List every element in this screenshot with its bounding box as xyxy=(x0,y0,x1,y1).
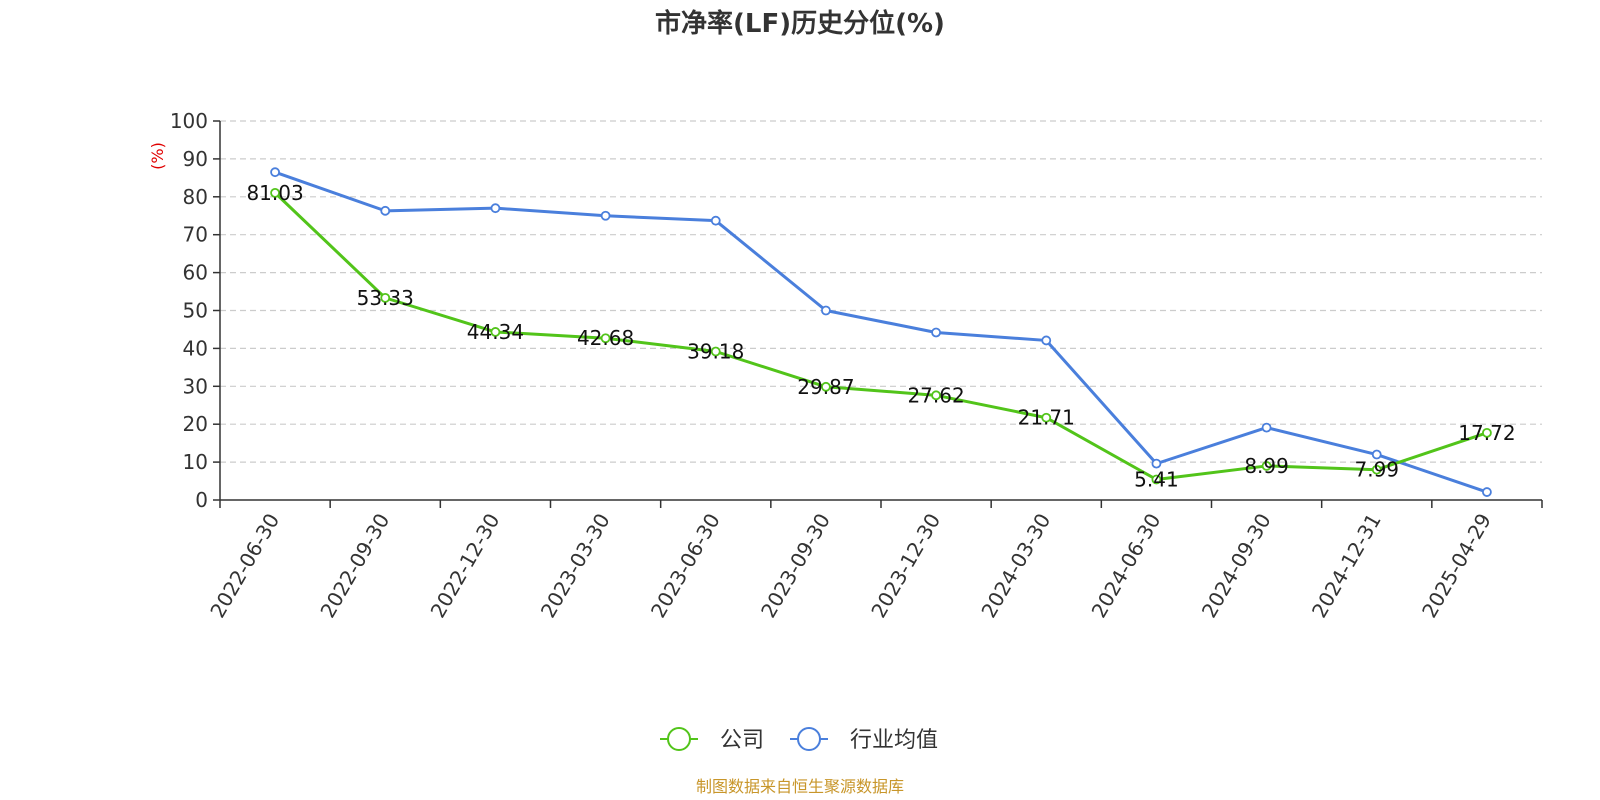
series-line-industry-average xyxy=(274,170,1488,494)
series-line-company xyxy=(274,191,1488,481)
y-tick-label: 20 xyxy=(183,412,208,436)
y-tick-label: 50 xyxy=(183,299,208,323)
data-label: 27.62 xyxy=(907,383,964,407)
y-tick-label: 40 xyxy=(183,336,208,360)
data-point-industry-average xyxy=(1371,449,1382,460)
y-tick-label: 60 xyxy=(183,261,208,285)
data-labels: 81.03 53.33 44.34 42.68 39.18 29.87 27.62 21.71… xyxy=(246,181,1515,492)
data-label: 81.03 xyxy=(246,181,303,205)
legend-label: 公司 xyxy=(720,728,764,753)
data-label: 39.18 xyxy=(687,340,744,364)
legend-label: 行业均值 xyxy=(850,728,938,753)
data-point-company xyxy=(490,327,501,337)
data-point-company xyxy=(1482,427,1492,438)
y-tick-label: 80 xyxy=(183,185,208,209)
data-point-company xyxy=(380,292,391,303)
data-point-company xyxy=(1371,464,1382,475)
legend-item-industry-average[interactable]: 行业均值 xyxy=(790,727,938,753)
data-point-industry-average xyxy=(1482,487,1492,497)
grid-lines xyxy=(220,120,1542,463)
y-tick-label: 30 xyxy=(183,374,208,398)
x-tick-label: 2023-03-30 xyxy=(536,509,615,622)
data-label: 42.68 xyxy=(577,326,634,350)
y-tick-label: 10 xyxy=(183,450,208,474)
data-point-industry-average xyxy=(1041,335,1052,346)
y-tick-label: 100 xyxy=(170,109,208,133)
data-label: 29.87 xyxy=(797,375,854,399)
data-point-company xyxy=(821,381,831,392)
data-point-industry-average xyxy=(710,215,721,226)
x-tick-label: 2024-09-30 xyxy=(1197,509,1276,622)
data-point-company xyxy=(1151,474,1162,485)
y-tick-label: 0 xyxy=(195,488,208,512)
data-label: 53.33 xyxy=(357,286,414,310)
legend-marker xyxy=(797,727,821,751)
x-tick-label: 2024-03-30 xyxy=(976,509,1055,622)
data-label: 7.99 xyxy=(1354,458,1399,482)
data-point-industry-average xyxy=(490,203,501,214)
data-point-company xyxy=(710,346,721,357)
data-point-company xyxy=(270,187,280,198)
x-tick-label: 2025-04-29 xyxy=(1417,509,1496,622)
data-point-company xyxy=(600,333,611,344)
y-tick-label: 90 xyxy=(183,147,208,171)
legend: 公司 行业均值 xyxy=(660,727,938,753)
data-point-industry-average xyxy=(821,305,831,316)
data-point-industry-average xyxy=(1261,422,1272,433)
data-label: 17.72 xyxy=(1458,421,1515,445)
chart-title: 市净率(LF)历史分位(%) xyxy=(655,8,945,39)
data-label: 5.41 xyxy=(1134,467,1179,491)
y-tick-label: 70 xyxy=(183,223,208,247)
data-point-industry-average xyxy=(600,210,611,221)
data-label: 44.34 xyxy=(467,320,524,344)
x-tick-label: 2022-12-30 xyxy=(426,509,505,622)
data-point-industry-average xyxy=(270,167,280,178)
data-point-company xyxy=(1261,461,1272,471)
data-point-industry-average xyxy=(931,327,941,338)
legend-item-company[interactable]: 公司 xyxy=(660,727,764,753)
x-tick-label: 2024-12-31 xyxy=(1307,509,1386,622)
data-point-industry-average xyxy=(380,205,391,216)
legend-marker xyxy=(667,727,691,751)
data-label: 8.99 xyxy=(1244,454,1289,478)
axes: 0 10 20 30 40 50 60 70 80 90 100 2022-06-30 2022-09-… xyxy=(170,109,1543,622)
x-tick-label: 2023-06-30 xyxy=(646,509,725,622)
data-point-industry-average xyxy=(1151,458,1162,469)
data-point-company xyxy=(1041,412,1052,423)
source-note: 制图数据来自恒生聚源数据库 xyxy=(696,777,904,796)
x-tick-label: 2022-06-30 xyxy=(205,509,284,622)
x-tick-label: 2024-06-30 xyxy=(1087,509,1166,622)
data-point-company xyxy=(931,390,941,401)
x-tick-label: 2022-09-30 xyxy=(315,509,394,622)
y-axis-unit-label: (%) xyxy=(148,142,167,170)
x-tick-label: 2023-09-30 xyxy=(756,509,835,622)
data-label: 21.71 xyxy=(1018,406,1075,430)
series-layer xyxy=(270,167,1492,497)
x-tick-label: 2023-12-30 xyxy=(866,509,945,622)
